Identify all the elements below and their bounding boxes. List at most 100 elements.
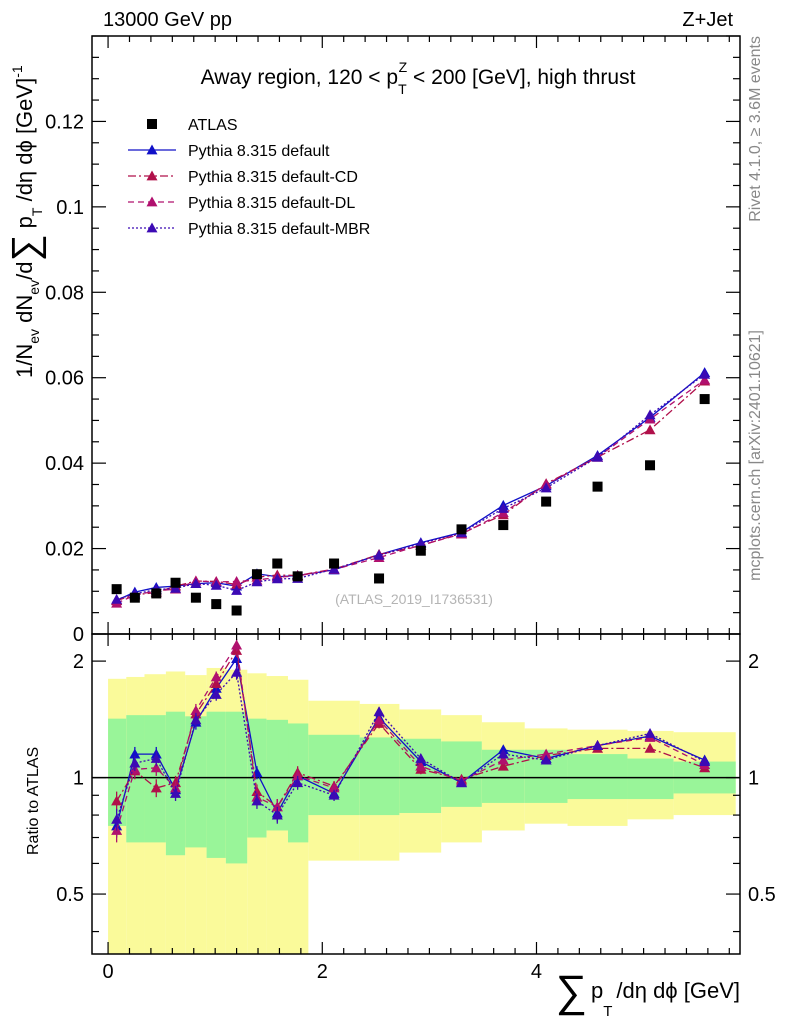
y-tick-label: 0.02 bbox=[45, 539, 84, 561]
ratio-tick-label-left: 1 bbox=[73, 768, 84, 790]
ratio-point-pythia-8-315-default-mbr bbox=[328, 789, 340, 800]
atlas-point bbox=[211, 599, 222, 610]
ratio-band-green bbox=[206, 711, 226, 858]
side-label-rivet: Rivet 4.1.0, ≥ 3.6M events bbox=[747, 36, 764, 222]
plot-title: Away region, 120 < pTZ < 200 [GeV], high… bbox=[201, 59, 636, 97]
ratio-point-pythia-8-315-default-dl bbox=[190, 705, 202, 715]
atlas-point bbox=[498, 520, 509, 531]
ratio-point-pythia-8-315-default-mbr bbox=[497, 748, 509, 759]
y-tick-label: 0.06 bbox=[45, 368, 84, 390]
header-right: Z+Jet bbox=[682, 9, 733, 31]
ratio-y-axis-label: Ratio to ATLAS bbox=[25, 747, 42, 855]
atlas-point bbox=[456, 524, 467, 535]
atlas-point bbox=[151, 588, 162, 599]
atlas-point bbox=[415, 545, 426, 556]
x-axis-label: ∑ pT/dη dϕ [GeV] bbox=[556, 967, 740, 1020]
ratio-point-pythia-8-315-default-mbr bbox=[150, 753, 162, 763]
y-tick-label: 0.08 bbox=[45, 282, 84, 304]
point-pythia-8-315-default-dl bbox=[699, 374, 711, 385]
ratio-frame bbox=[91, 633, 741, 955]
point-pythia-8-315-default-mbr bbox=[699, 368, 711, 379]
ratio-point-pythia-8-315-default-mbr bbox=[644, 727, 656, 738]
analysis-watermark: (ATLAS_2019_I1736531) bbox=[335, 591, 493, 607]
point-pythia-8-315-default-mbr bbox=[251, 576, 263, 587]
title-sup: Z bbox=[399, 59, 408, 75]
side-label-mcplots: mcplots.cern.ch [arXiv:2401.10621] bbox=[747, 330, 764, 581]
x-tick-label: 0 bbox=[103, 961, 114, 983]
atlas-point bbox=[699, 394, 710, 405]
ratio-band-green bbox=[108, 718, 127, 826]
ratio-point-pythia-8-315-default-cd bbox=[150, 782, 162, 793]
atlas-point bbox=[231, 605, 242, 616]
point-pythia-8-315-default-cd bbox=[644, 424, 656, 435]
ratio-tick-label-left: 0.5 bbox=[56, 884, 84, 906]
ratio-point-pythia-8-315-default-cd bbox=[111, 795, 123, 806]
ratio-band-green bbox=[144, 715, 166, 843]
point-pythia-8-315-default-mbr bbox=[373, 549, 385, 560]
ratio-point-pythia-8-315-default-mbr bbox=[592, 740, 604, 750]
ratio-point-pythia-8-315-default-mbr bbox=[231, 666, 243, 677]
ratio-point-pythia-8-315-default-dl bbox=[150, 762, 162, 773]
ratio-mc-series bbox=[111, 639, 711, 843]
point-pythia-8-315-default-mbr bbox=[644, 409, 656, 420]
ratio-band-green bbox=[225, 711, 248, 864]
atlas-point bbox=[329, 558, 340, 569]
point-pythia-8-315-default-mbr bbox=[190, 578, 202, 588]
ratio-point-pythia-8-315-default-mbr bbox=[699, 756, 711, 766]
axis-tick-labels: 0 2 4 0 0.02 0.04 0.06 0.08 0.1 0.12 0.5 0.5 1 1 2 2 bbox=[45, 111, 776, 983]
ratio-band-green bbox=[185, 716, 207, 848]
point-pythia-8-315-default-mbr bbox=[111, 593, 123, 604]
atlas-point bbox=[129, 592, 140, 603]
atlas-point bbox=[111, 584, 122, 595]
ratio-point-pythia-8-315-default-mbr bbox=[540, 754, 552, 765]
legend-marker-atlas bbox=[147, 119, 157, 129]
ratio-band-green bbox=[359, 737, 400, 816]
ratio-point-pythia-8-315-default-mbr bbox=[292, 777, 304, 788]
ratio-point-pythia-8-315-default-mbr bbox=[456, 777, 468, 788]
ratio-tick-label-right: 2 bbox=[748, 651, 759, 673]
legend-marker-pythia-8-315-default-mbr bbox=[146, 222, 158, 233]
legend-marker-pythia-8-315-default-dl bbox=[146, 196, 158, 207]
ratio-point-pythia-8-315-default bbox=[231, 653, 243, 663]
atlas-point bbox=[190, 592, 201, 603]
ratio-uncertainty-bands bbox=[108, 667, 736, 954]
ratio-tick-label-left: 2 bbox=[73, 651, 84, 673]
ratio-point-pythia-8-315-default-mbr bbox=[129, 757, 141, 768]
legend-label-pythia-8-315-default: Pythia 8.315 default bbox=[188, 143, 330, 160]
title-post: < 200 [GeV], high thrust bbox=[407, 66, 635, 89]
legend-marker-pythia-8-315-default-cd bbox=[146, 170, 158, 181]
ratio-tick-label-right: 1 bbox=[748, 768, 759, 790]
point-pythia-8-315-default-mbr bbox=[415, 537, 427, 548]
point-pythia-8-315-default-mbr bbox=[170, 582, 182, 593]
point-pythia-8-315-default-dl bbox=[231, 575, 243, 586]
legend-label-pythia-8-315-default-cd: Pythia 8.315 default-CD bbox=[188, 169, 358, 186]
ratio-band-green bbox=[308, 734, 360, 816]
main-atlas-points bbox=[111, 394, 710, 616]
ratio-point-pythia-8-315-default-cd bbox=[644, 742, 656, 753]
y-tick-label: 0.1 bbox=[56, 197, 84, 219]
atlas-point bbox=[374, 573, 385, 584]
y-tick-label: 0.04 bbox=[45, 453, 84, 475]
atlas-point bbox=[645, 460, 656, 471]
ratio-point-pythia-8-315-default-cd bbox=[497, 760, 509, 771]
header-left: 13000 GeV pp bbox=[103, 9, 232, 31]
ratio-point-pythia-8-315-default-mbr bbox=[415, 753, 427, 763]
y-axis-label: 1/Nev dNev/d∑ pT /dη dϕ [GeV]-1 bbox=[5, 65, 47, 378]
legend-marker-pythia-8-315-default bbox=[146, 144, 158, 155]
ratio-point-pythia-8-315-default-dl bbox=[497, 754, 509, 765]
ratio-point-pythia-8-315-default-dl bbox=[210, 671, 222, 682]
ratio-point-pythia-8-315-default-dl bbox=[415, 760, 427, 771]
ratio-point-pythia-8-315-default-mbr bbox=[190, 714, 202, 725]
ratio-band-green bbox=[627, 758, 674, 800]
point-pythia-8-315-default-mbr bbox=[271, 573, 283, 584]
axis-ticks bbox=[92, 35, 740, 954]
atlas-point bbox=[292, 571, 303, 582]
title-sub: T bbox=[398, 81, 407, 97]
legend-label-pythia-8-315-default-dl: Pythia 8.315 default-DL bbox=[188, 195, 355, 212]
point-pythia-8-315-default-mbr bbox=[210, 579, 222, 590]
title-pre: Away region, 120 < p bbox=[201, 66, 399, 89]
ratio-point-pythia-8-315-default-cd bbox=[210, 678, 222, 688]
x-tick-label: 2 bbox=[317, 961, 328, 983]
ratio-point-pythia-8-315-default bbox=[129, 748, 141, 759]
